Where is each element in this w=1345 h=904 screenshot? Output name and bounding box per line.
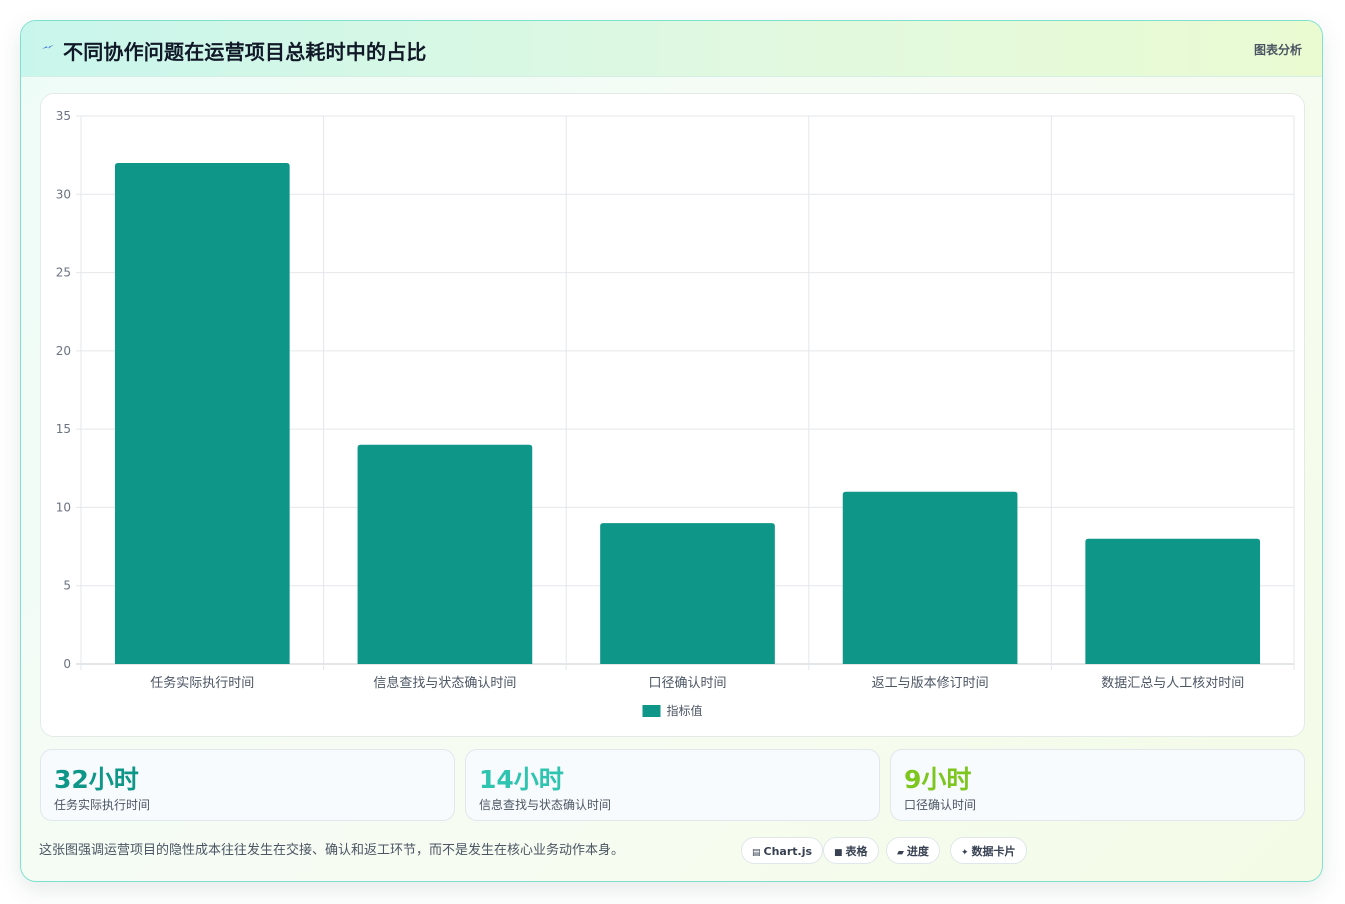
stat-label: 口径确认时间 — [904, 798, 977, 812]
x-tick-label: 信息查找与状态确认时间 — [373, 675, 516, 691]
y-tick-label: 25 — [56, 266, 71, 280]
y-tick-label: 5 — [63, 579, 71, 593]
stat-card-3: 9小时 口径确认时间 — [890, 749, 1305, 821]
chip-progress[interactable]: ▰ 进度 — [886, 837, 940, 864]
stat-label: 任务实际执行时间 — [54, 798, 151, 812]
sparkle-icon: ✦ — [961, 848, 969, 858]
stat-card-1: 32小时 任务实际执行时间 — [40, 749, 455, 821]
footnote: 这张图强调运营项目的隐性成本往往发生在交接、确认和返工环节，而不是发生在核心业务… — [39, 843, 625, 858]
stat-value: 14小时 — [479, 765, 564, 794]
chip-chartjs[interactable]: ▤ Chart.js — [741, 837, 824, 864]
bar — [357, 444, 533, 664]
stat-value: 9小时 — [904, 765, 972, 794]
stat-card-2: 14小时 信息查找与状态确认时间 — [465, 749, 880, 821]
y-tick-label: 0 — [63, 657, 71, 671]
y-tick-label: 20 — [56, 344, 71, 358]
bar — [1085, 538, 1261, 664]
page-title: 不同协作问题在运营项目总耗时中的占比 — [63, 40, 427, 64]
legend-swatch — [642, 705, 661, 717]
y-tick-label: 30 — [56, 187, 71, 201]
card-header: 不同协作问题在运营项目总耗时中的占比 图表分析 — [21, 21, 1322, 77]
stat-label: 信息查找与状态确认时间 — [479, 798, 612, 812]
y-tick-label: 15 — [56, 422, 71, 436]
progress-icon: ▰ — [897, 848, 904, 858]
chart-panel: 0 5 10 15 20 25 30 35 任务实际执行时间 信息查找与状态确认时间 口径确认时间 返… — [40, 93, 1305, 737]
bar — [842, 491, 1018, 664]
x-tick-label: 口径确认时间 — [648, 676, 726, 691]
chip-label: Chart.js — [763, 845, 813, 858]
bar — [600, 523, 775, 664]
chip-label: 数据卡片 — [971, 845, 1016, 858]
chip-label: 进度 — [906, 845, 929, 858]
legend-label: 指标值 — [667, 703, 703, 718]
chart-card: 不同协作问题在运营项目总耗时中的占比 图表分析 0 5 10 15 20 25 30 35 任务… — [20, 20, 1323, 882]
lightning-icon — [42, 44, 54, 49]
chip-data-card[interactable]: ✦ 数据卡片 — [950, 837, 1027, 864]
bar — [114, 162, 290, 664]
x-tick-label: 返工与版本修订时间 — [872, 676, 989, 691]
chart-icon: ▤ — [752, 848, 761, 858]
y-tick-label: 35 — [56, 109, 71, 123]
x-tick-label: 任务实际执行时间 — [150, 675, 254, 691]
stat-value: 32小时 — [54, 765, 139, 794]
x-tick-label: 数据汇总与人工核对时间 — [1101, 676, 1244, 691]
chart-analysis-tag: 图表分析 — [1253, 43, 1302, 57]
chip-label: 表格 — [845, 845, 868, 858]
chip-table[interactable]: ■ 表格 — [823, 837, 879, 864]
y-tick-label: 10 — [56, 500, 71, 514]
table-icon: ■ — [834, 848, 843, 858]
bar-chart: 0 5 10 15 20 25 30 35 任务实际执行时间 信息查找与状态确认时间 口径确认时间 返… — [56, 109, 1295, 718]
